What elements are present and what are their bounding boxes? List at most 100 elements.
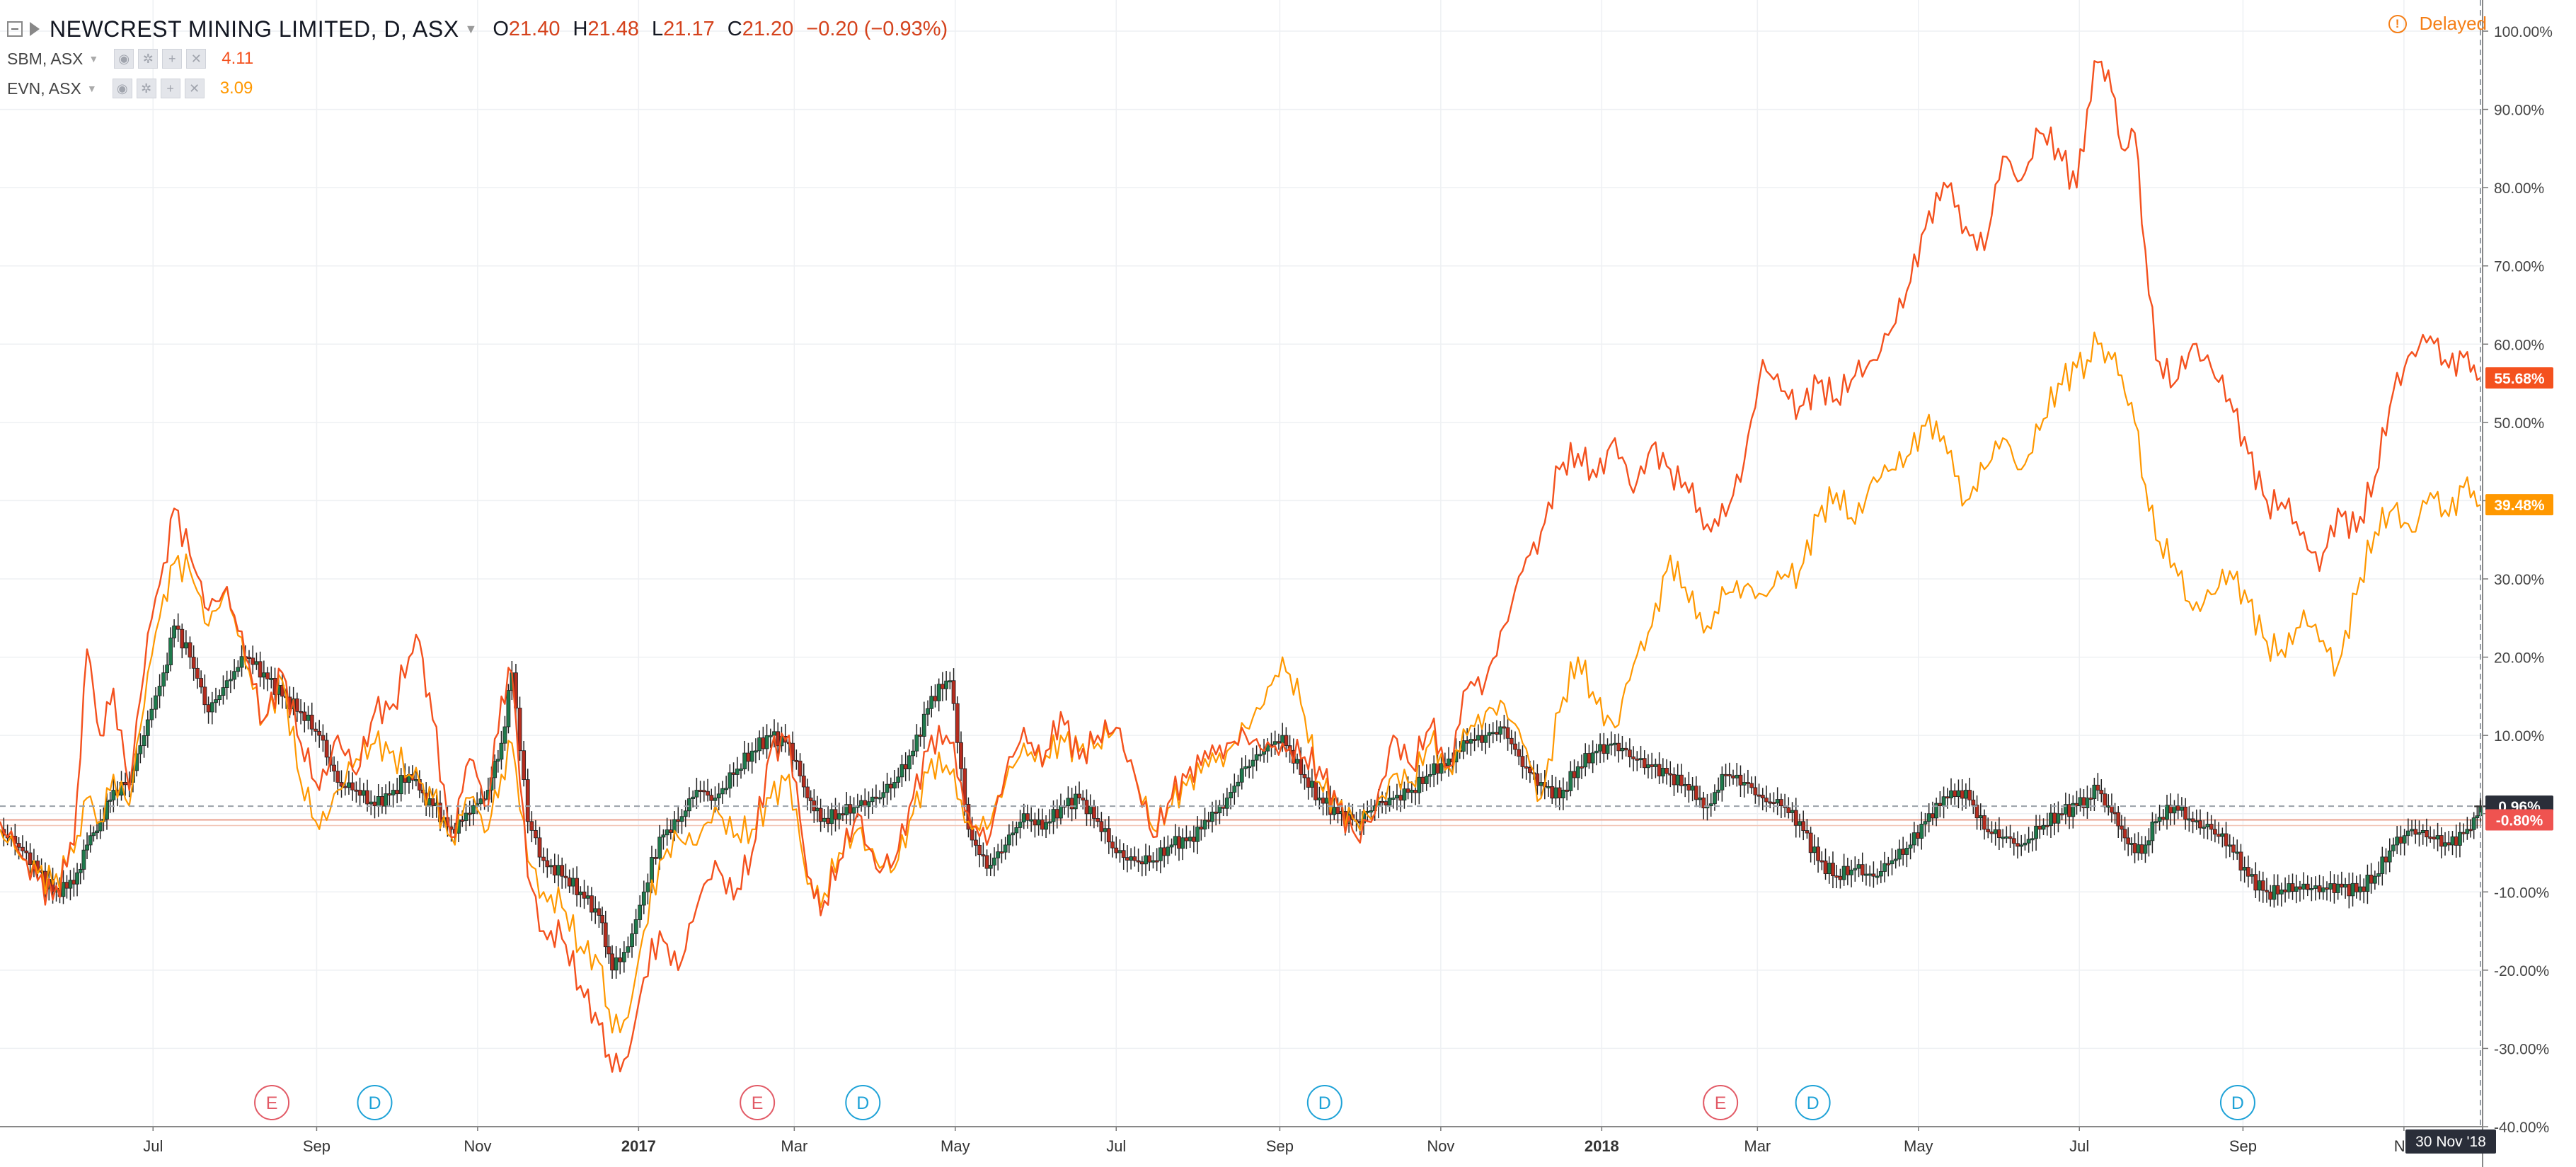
candle xyxy=(464,803,468,832)
gear-icon[interactable]: ✲ xyxy=(138,49,159,69)
candle-body xyxy=(149,708,154,720)
chevron-down-icon[interactable]: ▼ xyxy=(464,21,478,36)
candle xyxy=(606,934,611,964)
close-icon[interactable]: ✕ xyxy=(186,49,207,69)
candle xyxy=(265,667,270,691)
candle xyxy=(630,923,634,958)
candle xyxy=(2154,813,2158,834)
candle xyxy=(1753,776,1758,804)
candle xyxy=(1868,865,1873,887)
candle xyxy=(1047,809,1052,834)
candle xyxy=(1480,728,1484,751)
earnings-marker[interactable]: E xyxy=(1703,1085,1739,1120)
candle-body xyxy=(236,667,241,672)
chevron-down-icon[interactable]: ▼ xyxy=(86,83,97,94)
candle xyxy=(1306,769,1311,800)
candle-body xyxy=(1790,810,1795,813)
candle xyxy=(1698,786,1702,808)
candle xyxy=(407,766,411,794)
candle xyxy=(2425,818,2429,847)
candle xyxy=(2313,876,2318,901)
candle-body xyxy=(332,764,336,771)
candle-body xyxy=(870,796,875,803)
earnings-marker[interactable]: E xyxy=(254,1085,290,1120)
candle-body xyxy=(2272,885,2277,900)
candle-body xyxy=(665,829,669,836)
eye-icon[interactable]: ◉ xyxy=(112,79,132,98)
plus-icon[interactable]: + xyxy=(162,49,183,69)
candle xyxy=(2001,829,2006,848)
dividend-marker[interactable]: D xyxy=(845,1085,881,1120)
x-tick-label: Mar xyxy=(781,1137,807,1155)
candle xyxy=(585,885,590,905)
candle-body xyxy=(2343,884,2347,887)
chevron-down-icon[interactable]: ▼ xyxy=(88,53,99,64)
candle xyxy=(2212,819,2217,843)
candle xyxy=(735,757,740,787)
candle-body xyxy=(1760,795,1765,799)
candle xyxy=(829,803,834,836)
candle xyxy=(2126,827,2131,856)
candle-body xyxy=(2475,815,2480,819)
marker-circle xyxy=(1703,1085,1739,1120)
candle-body xyxy=(1560,789,1565,799)
plus-icon[interactable]: + xyxy=(160,79,180,98)
eye-icon[interactable]: ◉ xyxy=(114,49,134,69)
candle-body xyxy=(2161,817,2166,820)
candle xyxy=(2202,820,2207,839)
candle xyxy=(2198,809,2202,835)
candle-body xyxy=(1110,841,1115,849)
marker-circle xyxy=(740,1085,776,1120)
candle xyxy=(1188,830,1192,849)
compare-symbol-label[interactable]: SBM, ASX xyxy=(7,49,84,68)
dividend-marker[interactable]: D xyxy=(1795,1085,1831,1120)
candle-body xyxy=(1805,830,1810,834)
candle xyxy=(691,791,696,807)
flag-icon[interactable] xyxy=(30,22,40,36)
candle-body xyxy=(2317,885,2322,892)
candle xyxy=(1967,778,1972,807)
candle xyxy=(914,724,919,758)
candle-body xyxy=(1731,775,1735,778)
symbol-title[interactable]: NEWCREST MINING LIMITED, D, ASX xyxy=(50,16,459,42)
candle-body xyxy=(1313,781,1318,800)
dividend-marker[interactable]: D xyxy=(1306,1085,1342,1120)
candle-body xyxy=(2056,813,2061,824)
candle-body xyxy=(91,832,96,837)
candle-body xyxy=(1069,798,1074,810)
sbm-series xyxy=(0,60,2481,1073)
dividend-marker[interactable]: D xyxy=(2219,1085,2255,1120)
collapse-legend-button[interactable] xyxy=(7,21,23,37)
candle-body xyxy=(1006,834,1011,846)
candle xyxy=(1417,765,1422,805)
candle xyxy=(1931,801,1935,826)
candle-body xyxy=(2347,884,2352,897)
candle xyxy=(2317,875,2322,899)
candle xyxy=(1195,816,1200,854)
candle xyxy=(391,783,396,807)
marker-letter: D xyxy=(368,1093,381,1113)
candle xyxy=(1073,786,1078,820)
candle-body xyxy=(1838,875,1843,880)
delayed-indicator[interactable]: ! Delayed xyxy=(2388,13,2487,35)
candle-body xyxy=(75,872,79,885)
candle-body xyxy=(2287,883,2292,892)
candle xyxy=(299,699,303,725)
compare-symbol-label[interactable]: EVN, ASX xyxy=(7,79,81,98)
candle xyxy=(2272,874,2277,908)
earnings-marker[interactable]: E xyxy=(740,1085,776,1120)
candle-body xyxy=(1594,750,1599,754)
candle xyxy=(859,795,863,812)
gear-icon[interactable]: ✲ xyxy=(136,79,156,98)
candle xyxy=(1565,781,1570,801)
dividend-marker[interactable]: D xyxy=(357,1085,393,1120)
candle-body xyxy=(798,760,803,776)
candle xyxy=(123,772,128,796)
candle-body xyxy=(874,796,878,799)
main-symbol-row: NEWCREST MINING LIMITED, D, ASX ▼ O21.40… xyxy=(7,14,948,44)
candle xyxy=(2175,793,2180,820)
candle-body xyxy=(1306,777,1311,788)
candle-body xyxy=(1871,873,1876,877)
close-icon[interactable]: ✕ xyxy=(184,79,205,98)
